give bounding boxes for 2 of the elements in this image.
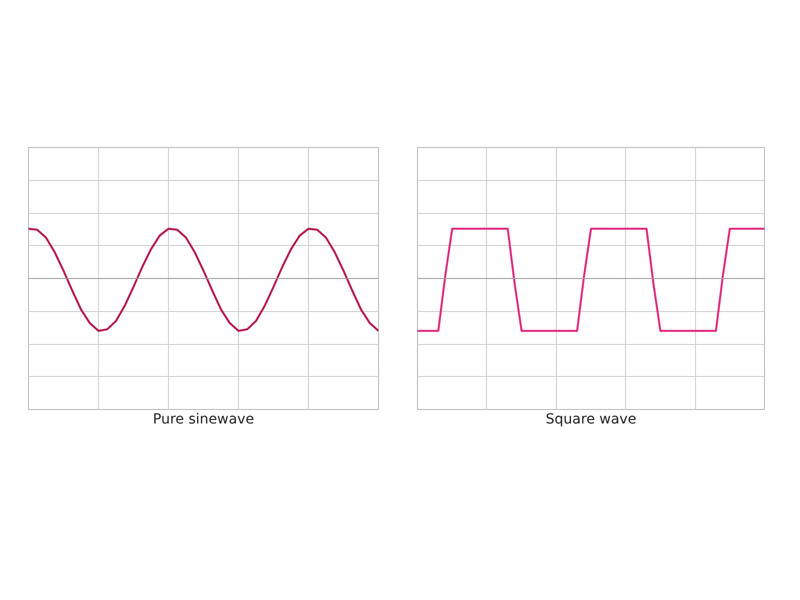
x-axis-title: Pure sinewave bbox=[152, 412, 254, 428]
x-axis-title: Square wave bbox=[546, 412, 636, 428]
